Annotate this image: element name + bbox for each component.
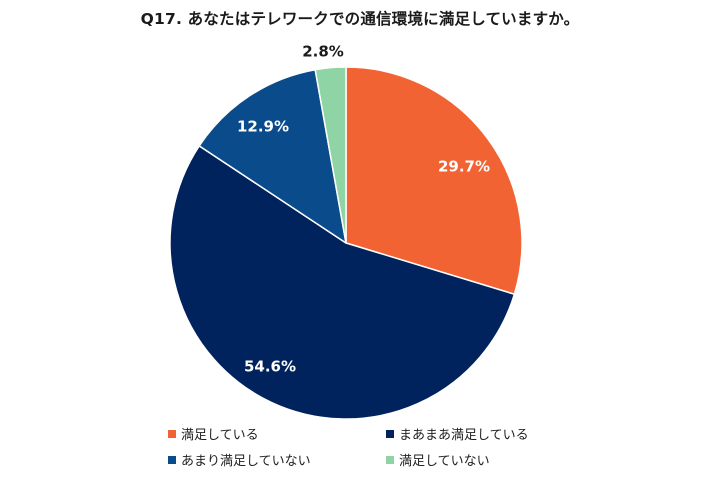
legend-swatch-somewhat-satisfied — [386, 429, 394, 438]
legend-label-somewhat-satisfied: まあまあ満足している — [399, 428, 529, 443]
pie-slice-somewhat-unsatisfied — [198, 68, 347, 244]
data-label-satisfied: 29.7% — [438, 158, 490, 176]
pie-slice-unsatisfied — [314, 66, 347, 244]
pie-slice-satisfied — [345, 66, 523, 295]
pie-slice-somewhat-satisfied — [169, 145, 516, 420]
data-label-unsatisfied: 2.8% — [302, 43, 344, 61]
legend-item-unsatisfied: 満足していない — [386, 450, 490, 469]
legend-swatch-satisfied — [168, 429, 176, 438]
data-label-somewhat-satisfied: 54.6% — [244, 358, 296, 376]
legend-item-satisfied: 満足している — [168, 424, 259, 443]
legend-item-somewhat-satisfied: まあまあ満足している — [386, 424, 529, 443]
data-label-somewhat-unsatisfied: 12.9% — [237, 118, 289, 136]
legend-label-unsatisfied: 満足していない — [399, 454, 490, 469]
legend-item-somewhat-unsatisfied: あまり満足していない — [168, 450, 311, 469]
legend-swatch-somewhat-unsatisfied — [168, 455, 176, 464]
legend-label-satisfied: 満足している — [181, 428, 259, 443]
chart-title: Q17. あなたはテレワークでの通信環境に満足していますか。 — [140, 10, 580, 28]
legend-label-somewhat-unsatisfied: あまり満足していない — [181, 454, 311, 469]
legend-swatch-unsatisfied — [386, 455, 394, 464]
